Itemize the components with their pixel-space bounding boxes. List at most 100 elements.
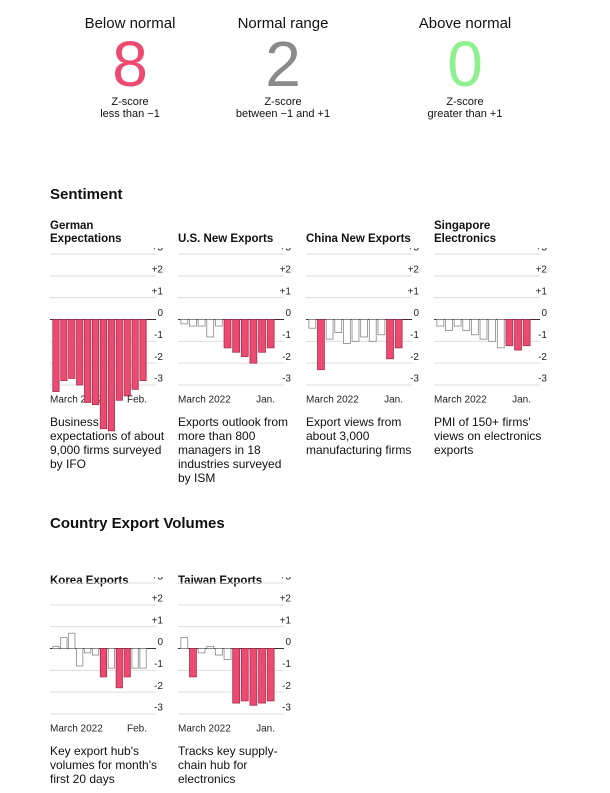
bar [343, 319, 351, 344]
y-tick-label: +2 [152, 264, 164, 275]
y-tick-label: -2 [154, 681, 163, 692]
bar [240, 648, 249, 702]
bar [131, 648, 139, 669]
bar [505, 319, 514, 347]
y-tick-label: -2 [538, 352, 547, 363]
chart-description: Tracks key supply-chain hub for electron… [178, 744, 278, 786]
y-tick-label: -3 [410, 374, 419, 385]
y-tick-label: -3 [282, 703, 291, 714]
bar [91, 319, 100, 406]
y-tick-label: -3 [154, 703, 163, 714]
y-tick-label: -1 [282, 330, 291, 341]
bar [522, 319, 531, 347]
y-tick-label: -3 [282, 374, 291, 385]
x-tick-label: Jan. [384, 395, 403, 406]
bar [215, 648, 223, 656]
y-tick-label: +2 [152, 593, 164, 604]
y-tick-label: -2 [410, 352, 419, 363]
bar [139, 319, 147, 382]
chart: +3 +2 +1 0 -1 -2 -3 March 2022 Jan. [306, 248, 420, 406]
y-tick-label: 0 [157, 308, 163, 319]
bar [223, 319, 232, 349]
chart: +3 +2 +1 0 -1 -2 -3 March 2022 Feb. [50, 577, 164, 735]
bar [197, 319, 206, 327]
summary-label: Normal range [237, 15, 329, 32]
bar [258, 648, 266, 704]
bar [351, 319, 360, 342]
y-tick-label: -1 [154, 330, 163, 341]
summary-note: Z-score [111, 96, 149, 108]
bar [197, 648, 206, 654]
bar [215, 319, 223, 327]
bar [180, 319, 189, 325]
y-tick-label: +1 [280, 286, 292, 297]
y-tick-label: +3 [536, 248, 548, 254]
chart-title: Korea Exports [50, 575, 129, 587]
x-tick-label: March 2022 [306, 395, 359, 406]
bar [240, 319, 249, 358]
y-tick-label: +1 [152, 615, 164, 626]
bar [249, 648, 258, 706]
summary-count: 0 [447, 28, 483, 100]
y-tick-label: +3 [152, 577, 164, 583]
bar [266, 319, 275, 349]
y-tick-label: -2 [154, 352, 163, 363]
y-tick-label: +1 [152, 286, 164, 297]
section-title: Sentiment [50, 186, 123, 203]
bar [462, 319, 471, 331]
y-tick-label: 0 [541, 308, 547, 319]
bar [68, 632, 76, 649]
y-tick-label: -1 [410, 330, 419, 341]
y-tick-label: -1 [538, 330, 547, 341]
bar [68, 319, 76, 379]
bar [99, 319, 108, 430]
bar [360, 319, 368, 338]
summary-count: 8 [112, 28, 148, 100]
chart-description: Business expectations of about 9,000 fir… [50, 415, 165, 471]
x-tick-label: Jan. [256, 395, 275, 406]
bar [471, 319, 479, 336]
bar [131, 319, 139, 390]
bar [488, 319, 496, 342]
bar [249, 319, 258, 364]
y-tick-label: +1 [408, 286, 420, 297]
bar [436, 319, 445, 327]
bar [52, 645, 60, 649]
x-tick-label: Feb. [127, 724, 147, 735]
x-tick-label: March 2022 [50, 724, 103, 735]
bar [334, 319, 343, 333]
y-tick-label: +3 [280, 248, 292, 254]
x-tick-label: Feb. [127, 395, 147, 406]
summary-count: 2 [265, 28, 301, 100]
bar [60, 637, 68, 649]
bar [189, 648, 197, 678]
y-tick-label: -2 [282, 352, 291, 363]
x-tick-label: March 2022 [178, 724, 231, 735]
summary-note: greater than +1 [427, 108, 503, 120]
bar [123, 648, 131, 678]
summary-label: Below normal [84, 15, 176, 32]
chart: +3 +2 +1 0 -1 -2 -3 March 2022 Jan. [434, 248, 548, 406]
bar [139, 648, 147, 669]
y-tick-label: +2 [536, 264, 548, 275]
bar [84, 648, 92, 654]
bar [115, 319, 123, 401]
x-tick-label: March 2022 [178, 395, 231, 406]
bar [308, 319, 317, 329]
y-tick-label: +2 [408, 264, 420, 275]
y-tick-label: -3 [154, 374, 163, 385]
y-tick-label: -3 [538, 374, 547, 385]
chart-title: German Expectations [50, 220, 122, 245]
bar [453, 319, 462, 327]
chart-description: Key export hub's volumes for month's fir… [50, 744, 157, 786]
bar [60, 319, 68, 382]
y-tick-label: +2 [280, 593, 292, 604]
y-tick-label: -1 [282, 659, 291, 670]
y-tick-label: 0 [157, 637, 163, 648]
chart-title: China New Exports [306, 233, 411, 245]
bar [99, 648, 108, 678]
chart-description: PMI of 150+ firms' views on electronics … [434, 415, 542, 457]
bar [394, 319, 403, 349]
summary-note: between −1 and +1 [235, 108, 331, 120]
bar [115, 648, 123, 689]
